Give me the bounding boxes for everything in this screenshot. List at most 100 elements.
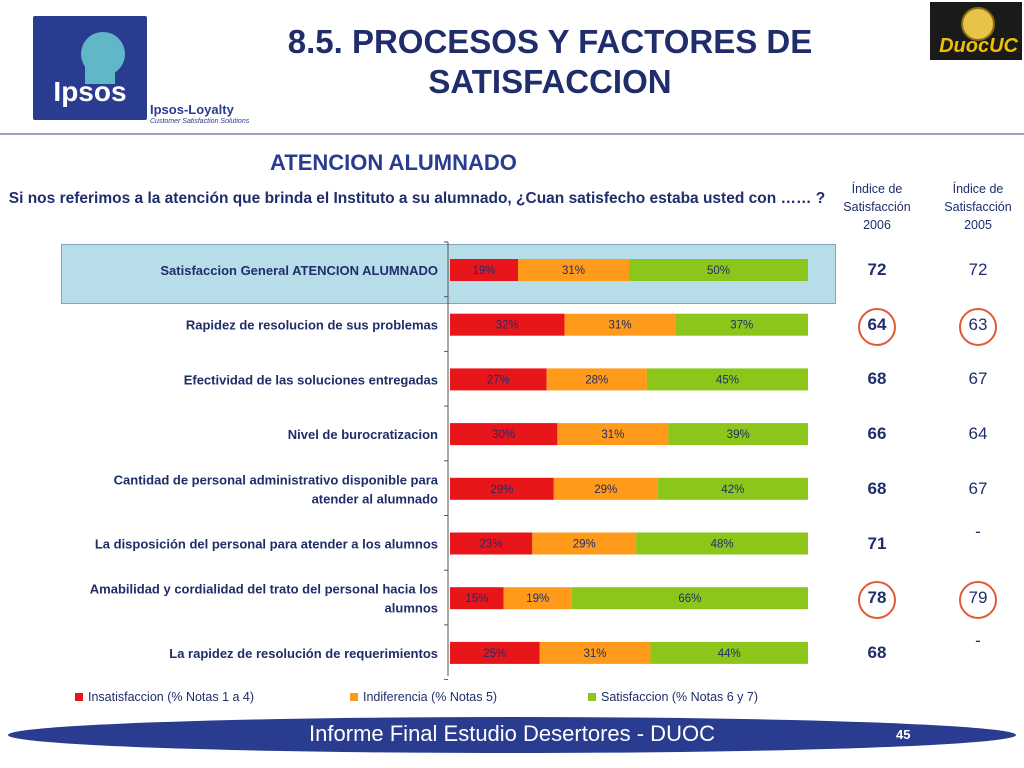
bar-segment bbox=[450, 368, 547, 391]
bar-segment bbox=[503, 587, 572, 610]
ipsos-logo-text: Ipsos bbox=[53, 76, 127, 107]
bar-value-label: 23% bbox=[480, 539, 503, 551]
ipsos-logo-figure-icon bbox=[81, 32, 125, 84]
duoc-crest-icon bbox=[961, 7, 995, 41]
bar-segment bbox=[629, 259, 808, 281]
index-value-2005: - bbox=[975, 630, 981, 650]
bar-segment bbox=[675, 313, 808, 336]
bar-segment bbox=[557, 423, 669, 446]
bar-value-label: 28% bbox=[585, 374, 608, 386]
bar-segment bbox=[571, 587, 808, 610]
bar-segment bbox=[668, 423, 808, 446]
bar-segment bbox=[450, 477, 554, 500]
category-label: Rapidez de resolucion de sus problemas bbox=[186, 318, 438, 333]
stacked-bar-chart: Satisfaccion General ATENCION ALUMNADO 19… bbox=[90, 241, 808, 680]
legend-item-satisfaccion: Satisfaccion (% Notas 6 y 7) bbox=[588, 690, 758, 704]
brand-name: Ipsos-Loyalty bbox=[150, 102, 234, 117]
bar-segment bbox=[564, 313, 676, 336]
category-label: La disposición del personal para atender… bbox=[95, 537, 438, 552]
index-value-2006: 72 bbox=[867, 260, 887, 279]
bar-value-label: 29% bbox=[594, 484, 617, 496]
index-header-label: Satisfacción bbox=[843, 200, 911, 214]
legend-swatch bbox=[350, 693, 358, 701]
bar-segment bbox=[657, 477, 808, 500]
legend-swatch bbox=[588, 693, 596, 701]
index-value-2005: 67 bbox=[968, 369, 988, 389]
bar-segment bbox=[518, 259, 629, 281]
bar-value-label: 30% bbox=[492, 429, 515, 441]
bar-value-label: 27% bbox=[487, 374, 510, 386]
index-header-label: Índice de bbox=[952, 182, 1004, 196]
survey-question: Si nos referimos a la atención que brind… bbox=[8, 190, 826, 207]
bar-segment bbox=[553, 477, 658, 500]
page-number: 45 bbox=[896, 727, 911, 742]
bar-value-label: 29% bbox=[490, 484, 513, 496]
bar-value-label: 66% bbox=[678, 593, 701, 605]
bar-segment bbox=[450, 423, 558, 446]
bar-value-label: 48% bbox=[711, 539, 734, 551]
chart-legend: Insatisfaccion (% Notas 1 a 4) Indiferen… bbox=[75, 690, 835, 708]
bar-segment bbox=[650, 641, 808, 664]
page-title-line2: SATISFACCION bbox=[428, 63, 672, 100]
index-value-2006: 66 bbox=[867, 424, 887, 444]
index-highlight-circle bbox=[858, 307, 896, 346]
bar-value-label: 42% bbox=[721, 484, 744, 496]
bar-value-label: 44% bbox=[718, 648, 741, 660]
category-label: atender al alumnado bbox=[312, 491, 438, 506]
bar-segment bbox=[546, 368, 647, 391]
bar-value-label: 19% bbox=[526, 593, 549, 605]
section-subtitle: ATENCION ALUMNADO bbox=[270, 150, 517, 175]
index-highlight-circle bbox=[959, 307, 997, 346]
duoc-logo-text: DuocUC bbox=[939, 35, 1018, 57]
index-highlight-circle bbox=[959, 581, 997, 620]
brand-subtitle: Customer Satisfaction Solutions bbox=[150, 118, 250, 125]
bar-value-label: 19% bbox=[472, 265, 495, 277]
header-divider bbox=[0, 133, 1024, 135]
legend-label: Insatisfaccion (% Notas 1 a 4) bbox=[88, 690, 255, 704]
bar-value-label: 29% bbox=[573, 539, 596, 551]
category-label: Efectividad de las soluciones entregadas bbox=[184, 372, 438, 387]
bar-value-label: 31% bbox=[583, 648, 606, 660]
index-value-2006: 71 bbox=[867, 533, 887, 553]
index-header-label: Satisfacción bbox=[944, 200, 1012, 214]
index-value-2005: - bbox=[975, 521, 981, 541]
bar-segment bbox=[450, 532, 533, 555]
index-header-year: 2005 bbox=[964, 218, 992, 232]
page-title-line1: 8.5. PROCESOS Y FACTORES DE bbox=[287, 23, 813, 60]
index-value-2006: 68 bbox=[867, 369, 887, 389]
bar-segment bbox=[450, 587, 504, 610]
ipsos-logo: Ipsos bbox=[33, 16, 147, 120]
bar-value-label: 37% bbox=[730, 320, 753, 332]
bar-segment bbox=[450, 641, 540, 664]
legend-item-indiferencia: Indiferencia (% Notas 5) bbox=[350, 690, 497, 704]
bar-segment bbox=[646, 368, 808, 391]
bar-value-label: 31% bbox=[562, 265, 585, 277]
legend-item-insatisfaccion: Insatisfaccion (% Notas 1 a 4) bbox=[75, 690, 254, 704]
page-title: 8.5. PROCESOS Y FACTORES DE SATISFACCION bbox=[240, 22, 860, 102]
bar-value-label: 31% bbox=[609, 320, 632, 332]
category-label: Amabilidad y cordialidad del trato del p… bbox=[90, 582, 438, 597]
bar-value-label: 15% bbox=[465, 593, 488, 605]
index-value-2006: 68 bbox=[867, 478, 887, 498]
bar-value-label: 39% bbox=[727, 429, 750, 441]
index-highlight-circle bbox=[858, 581, 896, 620]
category-label: Nivel de burocratizacion bbox=[288, 427, 438, 442]
bar-segment bbox=[539, 641, 651, 664]
index-header-year: 2006 bbox=[863, 218, 891, 232]
index-value-2005: 67 bbox=[968, 478, 988, 498]
index-column-header-2006: Índice de Satisfacción 2006 bbox=[827, 180, 927, 234]
bar-segment bbox=[636, 532, 808, 555]
index-header-label: Índice de bbox=[851, 182, 903, 196]
bar-value-label: 31% bbox=[601, 429, 624, 441]
legend-label: Indiferencia (% Notas 5) bbox=[363, 690, 498, 704]
category-label: Cantidad de personal administrativo disp… bbox=[114, 472, 439, 487]
bar-value-label: 50% bbox=[707, 265, 730, 277]
footer-banner bbox=[8, 717, 1016, 753]
category-label: Satisfaccion General ATENCION ALUMNADO bbox=[160, 263, 438, 278]
category-label: alumnos bbox=[385, 601, 438, 616]
bar-value-label: 45% bbox=[716, 374, 739, 386]
bar-segment bbox=[532, 532, 637, 555]
index-value-2005: 72 bbox=[968, 260, 988, 279]
duoc-logo: DuocUC bbox=[930, 2, 1022, 60]
bar-segment bbox=[450, 259, 519, 281]
